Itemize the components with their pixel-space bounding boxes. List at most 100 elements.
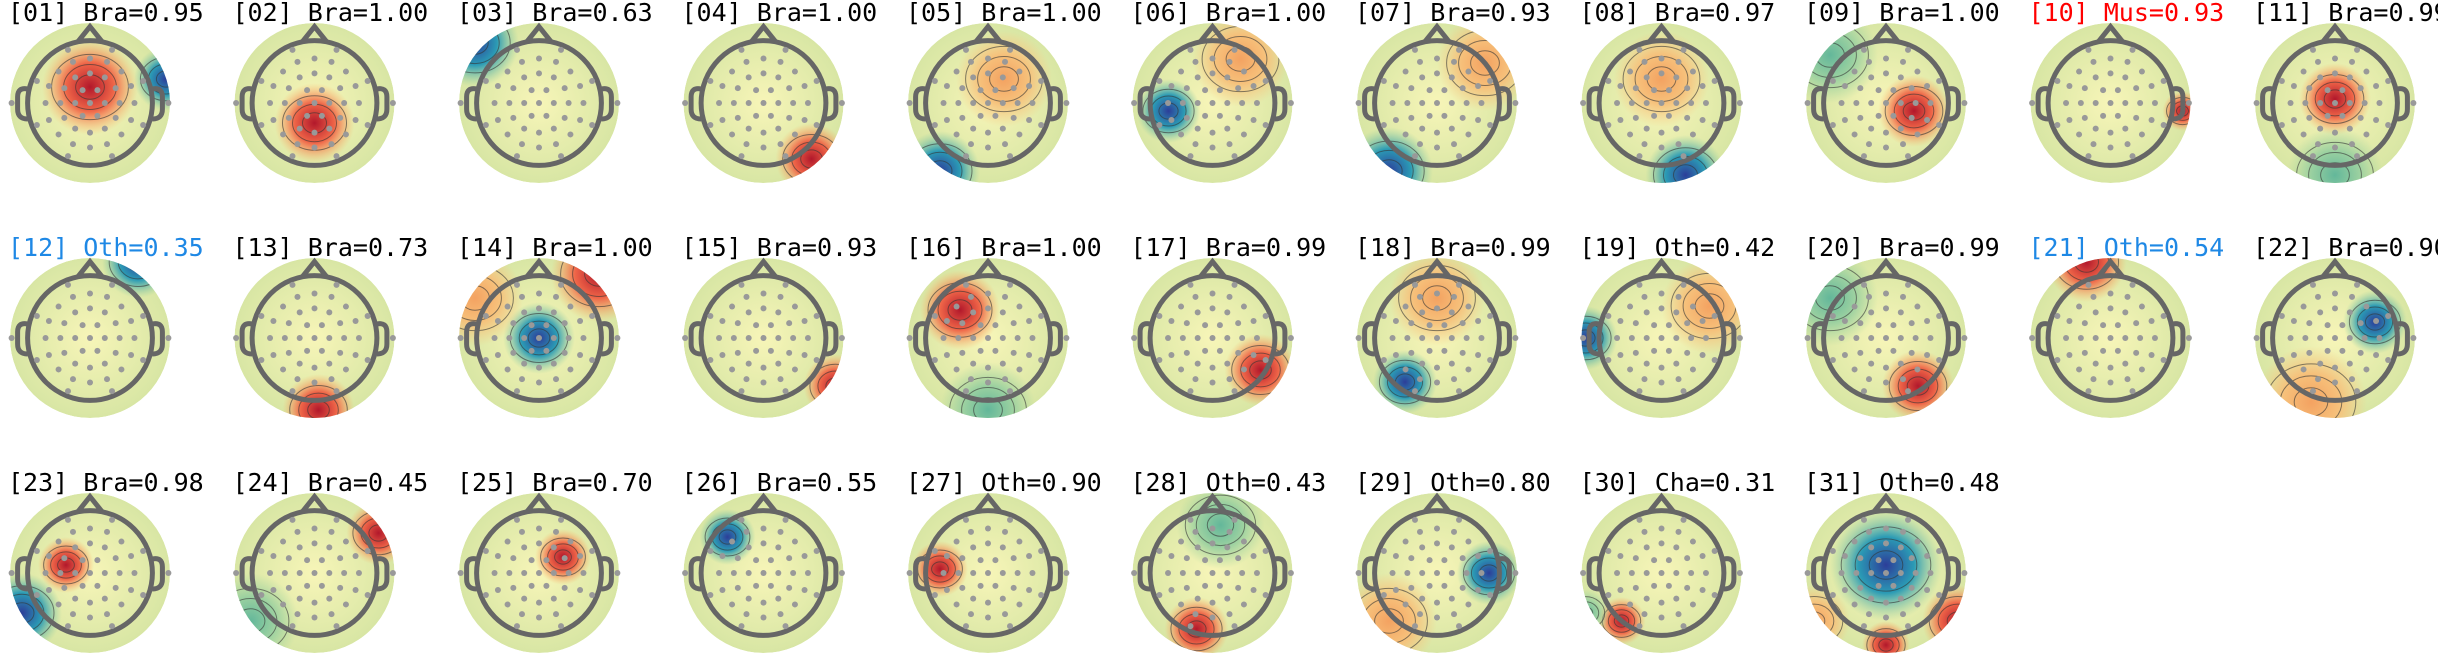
electrode [1416,293,1423,300]
head-nose [1647,257,1676,279]
electrode [1689,366,1696,373]
electrode [1912,570,1919,576]
electrode [561,349,568,356]
electrode [1897,360,1904,367]
electrode [1924,82,1931,89]
electrode [1411,623,1418,630]
electrode [2373,317,2380,324]
electrode [967,293,974,300]
electrode [2092,309,2099,316]
electrode [2122,125,2129,132]
head-ear [2396,86,2410,122]
electrode [128,352,135,359]
electrode [1651,347,1658,354]
electrode [112,320,119,327]
head-outline [698,508,829,638]
electrode [734,85,741,92]
component: [20] Bra=0.99 [1804,233,2000,418]
electrode [2107,290,2114,297]
electrode [2107,129,2114,136]
electrode [1392,352,1399,359]
electrode [101,544,108,551]
electrode [513,516,520,523]
electrode [553,528,560,535]
head-ear [825,321,839,357]
component-title: [31] Oth=0.48 [1804,468,2000,497]
electrode [1007,623,1014,630]
head-nose [76,22,104,44]
electrode [140,357,147,364]
electrode [962,516,969,523]
electrode [561,320,568,327]
electrode [743,58,750,65]
electrode [2054,357,2061,364]
electrode [970,595,977,602]
electrode [1924,317,1931,324]
electrode [1927,335,1934,341]
electrode [2385,357,2392,364]
electrode [101,570,108,576]
topomap [2255,23,2415,183]
electrode [1448,360,1455,367]
electrode [140,312,147,319]
component: [08] Bra=0.97 [1580,0,1775,183]
electrode [1875,322,1882,329]
electrode [1209,540,1216,547]
electrode [2300,68,2307,75]
electrode [1658,144,1665,151]
electrode [2085,153,2092,160]
electrode [1187,388,1194,395]
electrode [1235,85,1242,92]
electrode [280,131,287,138]
electrode [1860,623,1867,630]
electrode [289,153,296,160]
electrode [550,335,557,341]
electrode [553,141,560,148]
electrode [521,74,528,81]
electrode [1194,74,1201,81]
electrode [1262,547,1269,554]
electrode [2090,293,2097,300]
electrode [521,595,528,602]
electrode [1475,317,1482,324]
head-ear [15,556,29,592]
electrode [1651,87,1658,94]
electrode [2054,77,2061,84]
electrode [94,582,101,589]
electrode [55,601,62,608]
electrode [967,58,974,65]
electrode [1617,317,1624,324]
electrode [1617,117,1624,124]
electrode [589,312,596,319]
electrode [2324,347,2331,354]
electrode [1868,595,1875,602]
electrode [94,557,101,564]
head-outline [25,273,155,403]
electrode [977,112,984,119]
electrode [1063,335,1070,341]
electrode [782,388,789,395]
electrode [1684,555,1691,562]
electrode [931,592,938,599]
electrode [753,322,760,329]
electrode [782,623,789,630]
electrode [940,335,947,341]
component: [25] Bra=0.70 [457,468,653,653]
electrode [1632,320,1639,327]
head-ear [1274,556,1288,592]
electrode [543,557,550,564]
electrode [1209,525,1216,532]
electrode [1651,112,1658,119]
electrode [1841,317,1848,324]
electrode [1838,100,1845,106]
electrode [1434,570,1440,576]
head-ear [1498,86,1512,122]
electrode [682,100,689,106]
electrode [970,544,977,551]
electrode [1402,303,1409,310]
electrode [760,305,767,312]
electrode [328,376,335,383]
electrode [87,144,93,151]
electrode [165,335,172,341]
electrode [326,544,333,551]
